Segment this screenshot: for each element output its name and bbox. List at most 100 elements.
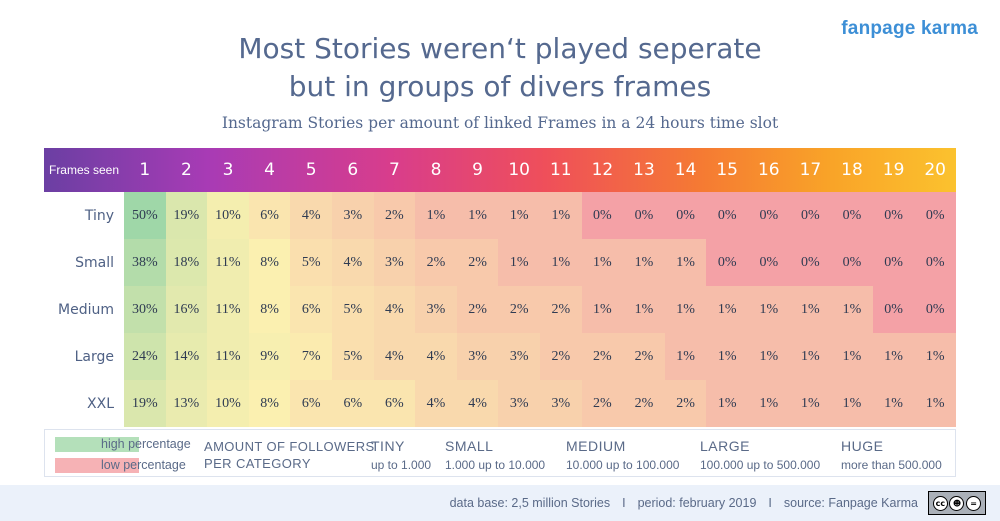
header-row: Frames seen 1 2 3 4 5 6 7 8 9 10 11 12 13 14 15 16 17 18 1… bbox=[44, 148, 956, 192]
column-header: 9 bbox=[472, 160, 483, 180]
heatmap-cell: 8% bbox=[248, 239, 291, 286]
heatmap-cell: 0% bbox=[748, 239, 790, 286]
heatmap-cell: 5% bbox=[332, 333, 374, 380]
heatmap-cell: 1% bbox=[664, 239, 707, 286]
heatmap-cell: 6% bbox=[373, 380, 416, 427]
column-header: 5 bbox=[305, 160, 317, 180]
heatmap-cell: 3% bbox=[498, 333, 540, 380]
legend-caption-line-2: PER CATEGORY bbox=[204, 456, 311, 471]
heatmap-cell: 1% bbox=[540, 239, 582, 286]
heatmap-cell: 2% bbox=[498, 286, 540, 333]
heatmap-cell: 0% bbox=[581, 192, 624, 239]
heatmap-cell: 1% bbox=[415, 192, 457, 239]
chart-subtitle: Instagram Stories per amount of linked F… bbox=[221, 114, 779, 132]
heatmap-cell: 6% bbox=[248, 192, 291, 239]
heatmap-cell: 1% bbox=[498, 239, 540, 286]
heatmap-cell: 0% bbox=[748, 192, 790, 239]
heatmap-cell: 4% bbox=[373, 286, 416, 333]
column-header: 2 bbox=[180, 160, 192, 180]
heatmap-cell: 16% bbox=[165, 286, 208, 333]
heatmap-cell: 1% bbox=[706, 333, 748, 380]
heatmap-cell: 6% bbox=[290, 380, 332, 427]
heatmap-cell: 2% bbox=[623, 380, 665, 427]
heatmap-cell: 19% bbox=[124, 380, 166, 427]
heatmap-cell: 50% bbox=[124, 192, 166, 239]
chart-title: Most Stories weren‘t played seperate but… bbox=[0, 30, 1000, 106]
heatmap-cell: 2% bbox=[456, 239, 499, 286]
heatmap-cell: 11% bbox=[207, 239, 249, 286]
cc-icon: cc bbox=[932, 495, 948, 511]
heatmap-cell: 0% bbox=[872, 192, 915, 239]
heatmap-cell: 2% bbox=[373, 192, 416, 239]
row-label: Large bbox=[44, 333, 124, 380]
column-header: 16 bbox=[757, 160, 780, 180]
high-percentage-label: high percentage bbox=[101, 437, 191, 451]
heatmap-cell: 0% bbox=[831, 192, 873, 239]
heatmap-cell: 1% bbox=[748, 380, 790, 427]
heatmap-cell: 24% bbox=[124, 333, 166, 380]
low-percentage-label: low percentage bbox=[101, 458, 186, 472]
high-percentage-swatch bbox=[55, 437, 139, 452]
heatmap-cell: 1% bbox=[498, 192, 540, 239]
category-large-range: 100.000 up to 500.000 bbox=[700, 458, 821, 472]
legend: high percentage low percentage AMOUNT OF… bbox=[44, 429, 956, 477]
heatmap-cell: 1% bbox=[831, 333, 873, 380]
heatmap-cell: 1% bbox=[706, 380, 748, 427]
footer-info: data base: 2,5 million Stories I period:… bbox=[450, 485, 918, 521]
heatmap-cell: 9% bbox=[248, 333, 291, 380]
column-header: 11 bbox=[549, 160, 572, 180]
heatmap-cell: 11% bbox=[207, 333, 249, 380]
category-medium-range: 10.000 up to 100.000 bbox=[566, 458, 680, 472]
heatmap-cell: 0% bbox=[914, 286, 956, 333]
category-medium-name: MEDIUM bbox=[566, 438, 626, 454]
heatmap-cell: 2% bbox=[540, 286, 582, 333]
heatmap-cell: 0% bbox=[789, 239, 832, 286]
heatmap-cell: 4% bbox=[373, 333, 416, 380]
by-icon: ☻ bbox=[949, 495, 965, 511]
heatmap-cell: 0% bbox=[914, 192, 956, 239]
heatmap-cell: 6% bbox=[332, 380, 374, 427]
heatmap-cell: 0% bbox=[664, 192, 707, 239]
heatmap-cell: 1% bbox=[581, 239, 624, 286]
heatmap-cell: 13% bbox=[165, 380, 208, 427]
heatmap-cell: 5% bbox=[332, 286, 374, 333]
heatmap-cell: 3% bbox=[456, 333, 499, 380]
legend-caption-line-1: AMOUNT OF FOLLOWERS bbox=[204, 439, 375, 454]
heatmap-cell: 3% bbox=[540, 380, 582, 427]
heatmap-cell: 4% bbox=[456, 380, 499, 427]
column-header: 20 bbox=[924, 160, 946, 180]
column-header: 1 bbox=[139, 160, 151, 180]
heatmap-cell: 11% bbox=[207, 286, 249, 333]
heatmap-cell: 1% bbox=[664, 286, 707, 333]
column-header: 6 bbox=[347, 160, 359, 180]
footer-separator: I bbox=[768, 496, 772, 510]
category-huge-range: more than 500.000 bbox=[841, 458, 942, 472]
heatmap-cell: 0% bbox=[872, 239, 915, 286]
heatmap-cell: 0% bbox=[706, 192, 748, 239]
heatmap-cell: 0% bbox=[789, 192, 832, 239]
heatmap-cell: 0% bbox=[623, 192, 665, 239]
column-header: 8 bbox=[430, 160, 442, 180]
column-header: 17 bbox=[799, 160, 822, 180]
column-header: 13 bbox=[633, 160, 655, 180]
heatmap-cell: 30% bbox=[124, 286, 166, 333]
heatmap-cell: 1% bbox=[789, 380, 832, 427]
heatmap-cell: 1% bbox=[789, 286, 832, 333]
category-large-name: LARGE bbox=[700, 438, 750, 454]
heatmap-cell: 0% bbox=[872, 286, 915, 333]
heatmap-cell: 1% bbox=[831, 286, 873, 333]
column-header: 18 bbox=[841, 160, 863, 180]
heatmap-cell: 2% bbox=[623, 333, 665, 380]
heatmap-cell: 2% bbox=[664, 380, 707, 427]
heatmap-cell: 4% bbox=[415, 380, 457, 427]
chart-title-line-1: Most Stories weren‘t played seperate bbox=[238, 32, 762, 65]
heatmap-cell: 8% bbox=[248, 286, 291, 333]
heatmap-cell: 1% bbox=[748, 333, 790, 380]
heatmap-cell: 1% bbox=[664, 333, 707, 380]
heatmap-cell: 2% bbox=[581, 333, 624, 380]
footer-bar: data base: 2,5 million Stories I period:… bbox=[0, 485, 1000, 521]
heatmap-cell: 7% bbox=[290, 333, 332, 380]
heatmap-cell: 3% bbox=[498, 380, 540, 427]
row-label: XXL bbox=[44, 380, 124, 427]
heatmap-cell: 14% bbox=[165, 333, 208, 380]
